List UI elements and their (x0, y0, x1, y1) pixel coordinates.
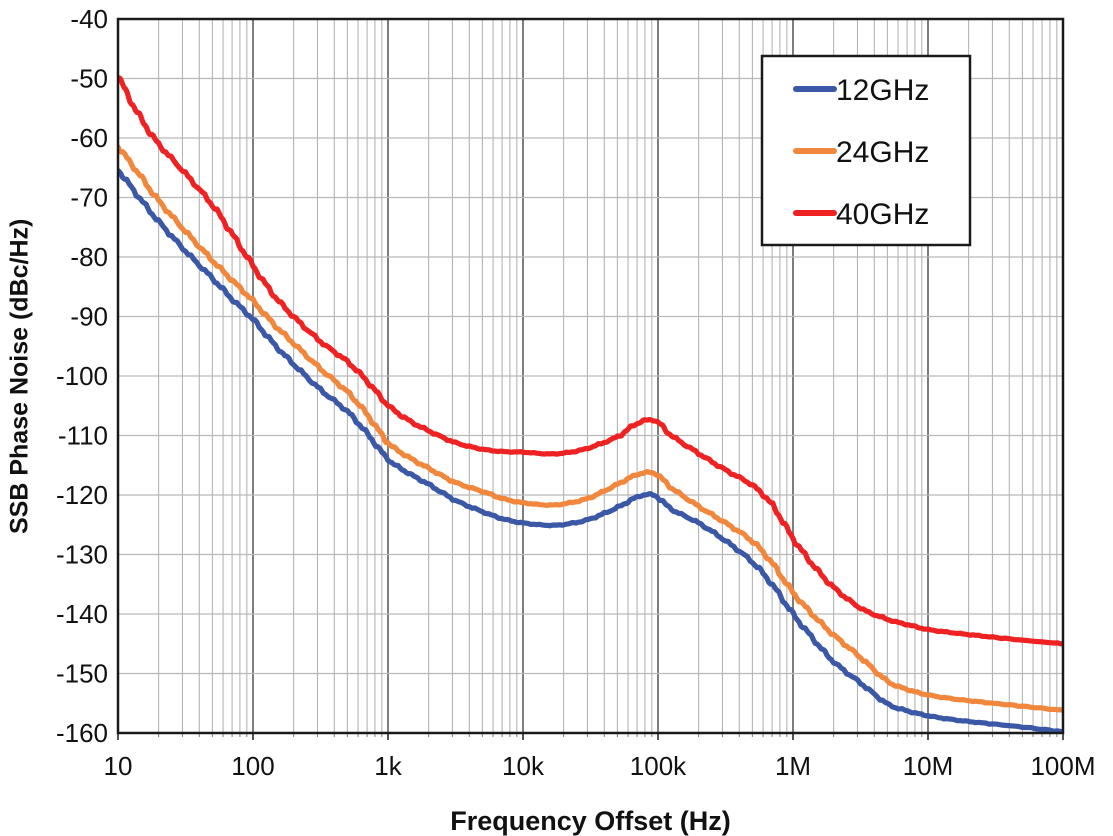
y-axis-title: SSB Phase Noise (dBc/Hz) (5, 218, 34, 534)
curves-group (118, 75, 1063, 733)
y-tick-label: -110 (58, 421, 108, 451)
x-tick-label: 100 (231, 751, 274, 781)
x-axis-title: Frequency Offset (Hz) (450, 806, 731, 836)
plot-border (116, 17, 1065, 735)
legend-entry-12ghz: 12GHz (793, 74, 929, 107)
y-tick-label: -120 (56, 480, 108, 510)
x-tick-label: 100M (1030, 751, 1095, 781)
legend-label-24ghz: 24GHz (836, 136, 929, 169)
y-tick-label: -50 (70, 64, 108, 94)
x-tick-label: 10M (903, 751, 954, 781)
legend-label-40ghz: 40GHz (836, 198, 929, 231)
y-tick-label: -150 (56, 659, 108, 689)
x-tick-label: 1k (374, 751, 402, 781)
y-tick-label: -90 (70, 302, 108, 332)
x-tick-label: 10 (104, 751, 133, 781)
legend-entry-40ghz: 40GHz (793, 198, 929, 231)
x-tick-label: 100k (630, 751, 687, 781)
y-tick-label: -140 (56, 599, 108, 629)
x-tick-label: 10k (502, 751, 545, 781)
curve-40ghz (118, 75, 1063, 647)
y-tick-label: -130 (56, 540, 108, 570)
y-tick-label: -60 (70, 123, 108, 153)
x-tick-label: 1M (775, 751, 811, 781)
curve-24ghz (118, 144, 1063, 713)
y-tick-label: -80 (70, 242, 108, 272)
y-tick-label: -70 (70, 183, 108, 213)
y-tick-label: -160 (56, 718, 108, 748)
curve-12ghz (118, 168, 1063, 733)
y-tick-label: -40 (70, 4, 108, 34)
legend-entry-24ghz: 24GHz (793, 136, 929, 169)
legend-label-12ghz: 12GHz (836, 74, 929, 107)
y-tick-label: -100 (56, 361, 108, 391)
